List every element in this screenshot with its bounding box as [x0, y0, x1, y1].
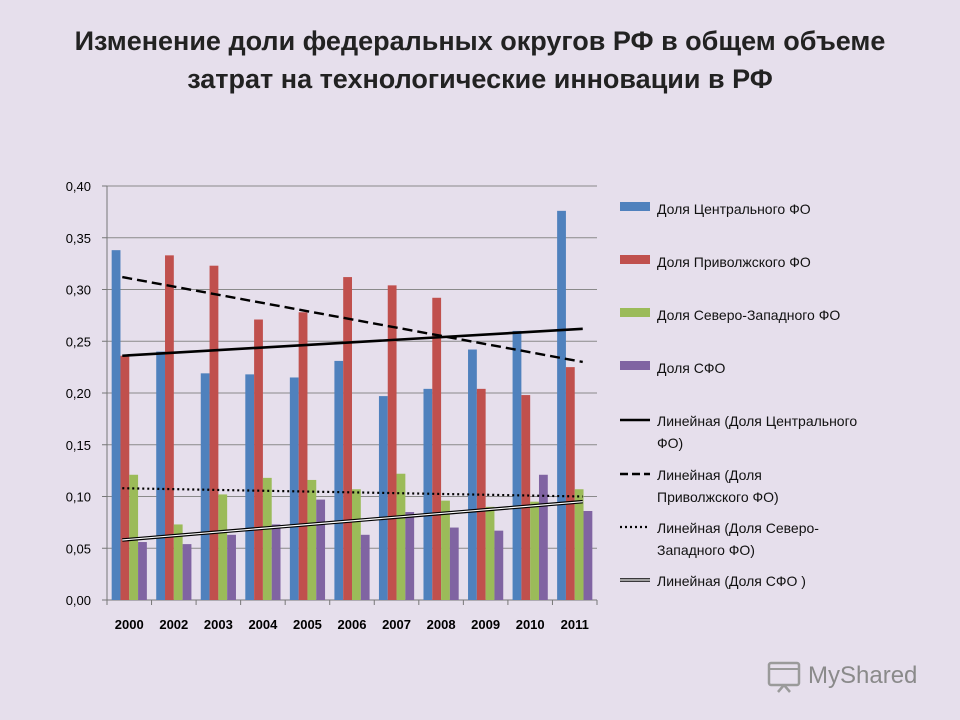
bar [405, 512, 415, 600]
bar [583, 510, 593, 600]
legend-label: ФО) [657, 435, 683, 451]
bar [396, 473, 406, 600]
bar [387, 285, 397, 600]
trendline [122, 327, 583, 358]
legend-swatch [620, 361, 650, 370]
legend-swatch [620, 202, 650, 211]
x-tick-label: 2011 [561, 617, 589, 632]
chart-title: Изменение доли федеральных округов РФ в … [0, 22, 960, 98]
bar [307, 479, 317, 600]
x-tick-label: 2002 [159, 617, 188, 632]
bar [574, 489, 584, 600]
bar [173, 524, 183, 600]
watermark: MyShared [766, 656, 917, 696]
bar [530, 501, 539, 600]
y-tick-label: 0,25 [66, 334, 91, 349]
bar [271, 524, 281, 600]
bar [557, 210, 566, 600]
trendline [122, 487, 583, 498]
bar [138, 542, 147, 600]
bar [289, 377, 299, 600]
bar [494, 530, 504, 600]
bar [521, 395, 531, 600]
legend-label: Доля Приволжского ФО [657, 254, 811, 270]
bar [316, 499, 326, 600]
bar [352, 489, 361, 600]
x-tick-label: 2010 [516, 617, 545, 632]
trendline [122, 275, 583, 364]
legend-swatch [620, 308, 650, 317]
bar [343, 277, 352, 600]
legend-label: Линейная (Доля Центрального [657, 413, 857, 429]
y-tick-label: 0,10 [66, 490, 91, 505]
bar [156, 351, 166, 600]
x-tick-label: 2000 [115, 617, 144, 632]
bar [360, 534, 370, 600]
legend-label: Линейная (Доля СФО ) [657, 573, 806, 589]
bar [254, 319, 263, 600]
legend-label: Приволжского ФО) [657, 489, 779, 505]
x-tick-label: 2008 [427, 617, 456, 632]
y-tick-label: 0,30 [66, 283, 91, 298]
bar [262, 477, 272, 600]
x-tick-label: 2005 [293, 617, 322, 632]
bar [218, 494, 228, 600]
bar [565, 367, 575, 600]
chart-title-line-2: затрат на технологические инновации в РФ [187, 64, 773, 94]
bar [468, 349, 477, 600]
legend-label: Доля Северо-Западного ФО [657, 307, 840, 323]
bar [485, 506, 495, 600]
bar [512, 330, 522, 600]
bar [120, 355, 130, 600]
bar [378, 396, 388, 600]
bar [476, 388, 486, 600]
trendline-inner [122, 501, 583, 541]
y-tick-label: 0,15 [66, 438, 91, 453]
legend-label: Западного ФО) [657, 542, 755, 558]
bar [449, 527, 459, 600]
x-tick-label: 2004 [248, 617, 278, 632]
bar [182, 544, 192, 600]
y-tick-label: 0,35 [66, 231, 91, 246]
bar [209, 265, 219, 600]
bar [111, 250, 121, 601]
watermark-text: MyShared [808, 662, 918, 689]
bar [227, 534, 236, 600]
legend-label: Доля Центрального ФО [657, 201, 811, 217]
y-tick-label: 0,00 [66, 593, 91, 608]
bar [441, 500, 450, 600]
y-tick-label: 0,40 [66, 179, 91, 194]
chart-title-line-1: Изменение доли федеральных округов РФ в … [74, 26, 886, 56]
bar [334, 360, 344, 600]
presentation-icon [767, 661, 801, 693]
x-tick-label: 2009 [471, 617, 500, 632]
y-tick-label: 0,20 [66, 386, 91, 401]
legend-label: Линейная (Доля Северо- [657, 520, 819, 536]
x-tick-label: 2003 [204, 617, 233, 632]
legend-label: Доля СФО [657, 360, 726, 376]
x-tick-label: 2006 [338, 617, 367, 632]
legend-swatch [620, 255, 650, 264]
bar [200, 373, 210, 600]
legend-label: Линейная (Доля [657, 467, 762, 483]
bar [165, 255, 174, 600]
bar [298, 312, 308, 600]
y-tick-label: 0,05 [66, 541, 91, 556]
bar [538, 474, 548, 600]
x-tick-label: 2007 [382, 617, 411, 632]
bar [245, 374, 255, 600]
bar [432, 297, 442, 600]
